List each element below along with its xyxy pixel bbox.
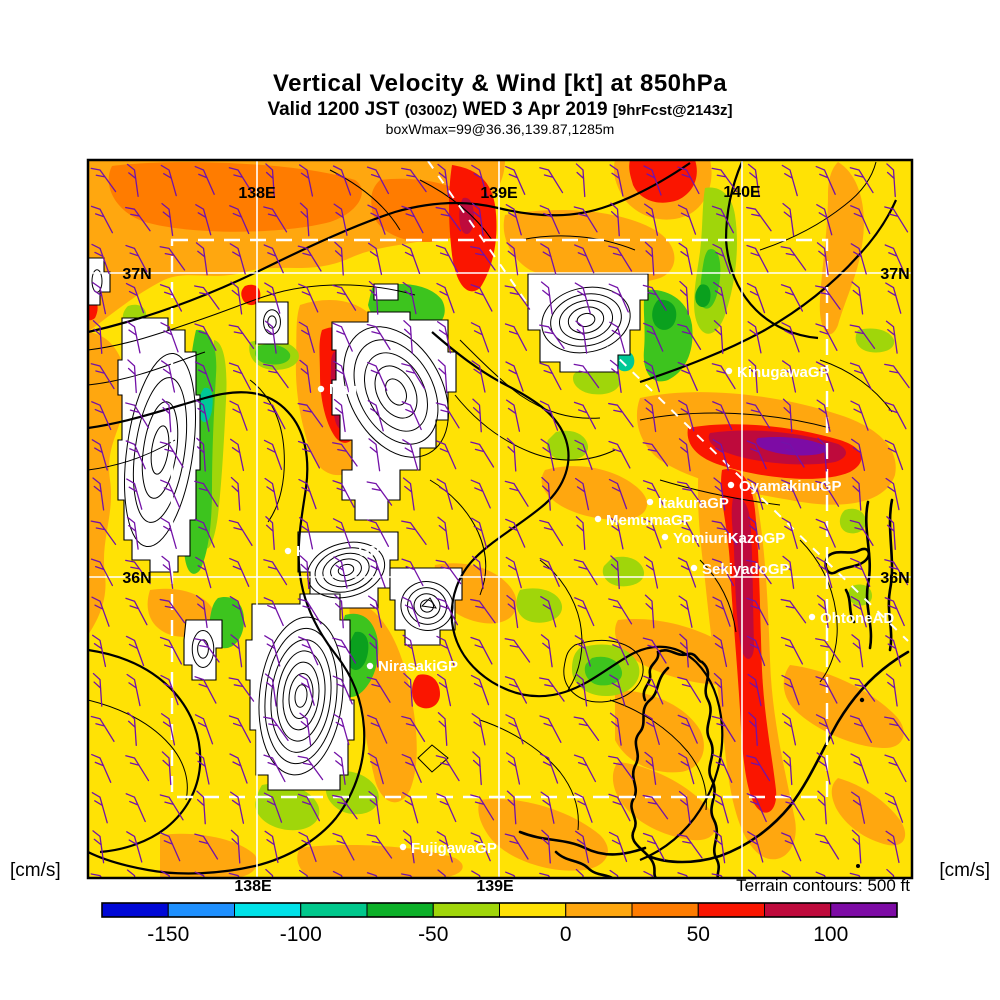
station-label: OhtoneAD <box>820 610 894 627</box>
station-label: NirasakiGP <box>378 658 458 675</box>
colorbar-tick-label: -100 <box>280 923 322 946</box>
velocity-field <box>88 160 912 878</box>
colorbar-segment <box>697 902 765 918</box>
colorbar: -150 -100 -50 0 50 100 <box>101 902 898 946</box>
axis-label: 36N <box>880 570 909 587</box>
colorbar-segment <box>432 902 500 918</box>
colorbar-tick-label: -150 <box>147 923 189 946</box>
subtitle-date: WED 3 Apr 2019 <box>457 99 613 120</box>
colorbar-segment <box>366 902 434 918</box>
terrain-note: Terrain contours: 500 ft <box>736 876 910 895</box>
station-label: ItakuraGP <box>658 495 729 512</box>
colorbar-tick-label: -50 <box>418 923 448 946</box>
axis-label: 37N <box>880 266 909 283</box>
station-label: MemumaGP <box>606 512 693 529</box>
latlon-gridlines <box>88 160 912 878</box>
station-label: SekiyadoGP <box>702 561 790 578</box>
colorbar-segment <box>300 902 368 918</box>
colorbar-segment <box>234 902 302 918</box>
subtitle-valid: Valid 1200 JST <box>267 99 405 120</box>
colorbar-segment <box>764 902 832 918</box>
colorbar-segment <box>499 902 567 918</box>
axis-label: 138E <box>234 878 272 895</box>
station-dot <box>725 367 733 375</box>
station-labels: Nag K GP KinugawaGP OyamakinuGP ItakuraGPMemu… <box>284 364 894 857</box>
station-dot <box>594 515 602 523</box>
subtitle-fcst: [9hrFcst@2143z] <box>612 102 733 119</box>
colorbar-tick-label: 50 <box>687 923 710 946</box>
station-dot <box>690 564 698 572</box>
colorbar-segment <box>830 902 898 918</box>
subtitle-z-time: (0300Z) <box>404 102 458 119</box>
colorbar-segment <box>101 902 169 918</box>
station-dot <box>366 662 374 670</box>
station-label: FujigawaGP <box>411 840 497 857</box>
station-dot <box>661 533 669 541</box>
units-left-label: [cm/s] <box>10 860 61 881</box>
axis-label: 36N <box>122 570 151 587</box>
axis-label: 140E <box>723 184 761 201</box>
station-label: OyamakinuGP <box>739 478 842 495</box>
station-dot <box>808 613 816 621</box>
page-subline: boxWmax=99@36.36,139.87,1285m <box>385 121 615 137</box>
station-dot <box>284 547 292 555</box>
station-dot <box>646 498 654 506</box>
station-label: GP <box>358 543 380 560</box>
station-label: YomiuriKazoGP <box>673 530 785 547</box>
colorbar-segment <box>167 902 235 918</box>
axis-label: 139E <box>476 878 514 895</box>
dashed-task-box <box>170 160 909 799</box>
axis-label: 138E <box>238 185 276 202</box>
station-label: Nag <box>329 381 357 398</box>
axis-label: 37N <box>122 266 151 283</box>
station-dot <box>727 481 735 489</box>
page-title: Vertical Velocity & Wind [kt] at 850hPa <box>272 70 728 97</box>
axis-label: 139E <box>480 185 518 202</box>
station-label: K <box>296 543 307 560</box>
station-label: KinugawaGP <box>737 364 830 381</box>
station-dot <box>399 843 407 851</box>
page-subtitle: Valid 1200 JST (0300Z) WED 3 Apr 2019 [9… <box>0 99 1000 121</box>
station-dot <box>317 385 325 393</box>
contour-lines <box>88 161 898 875</box>
colorbar-tick-label: 100 <box>813 923 848 946</box>
axis-labels: 138E 139E 140E 138E 139E 37N 36N 37N 36N <box>122 184 909 895</box>
colorbar-segment <box>565 902 633 918</box>
colorbar-segment <box>631 902 699 918</box>
units-right-label: [cm/s] <box>939 860 990 881</box>
map-border <box>86 158 914 880</box>
wind-barbs <box>90 163 910 878</box>
colorbar-tick-label: 0 <box>560 923 572 946</box>
